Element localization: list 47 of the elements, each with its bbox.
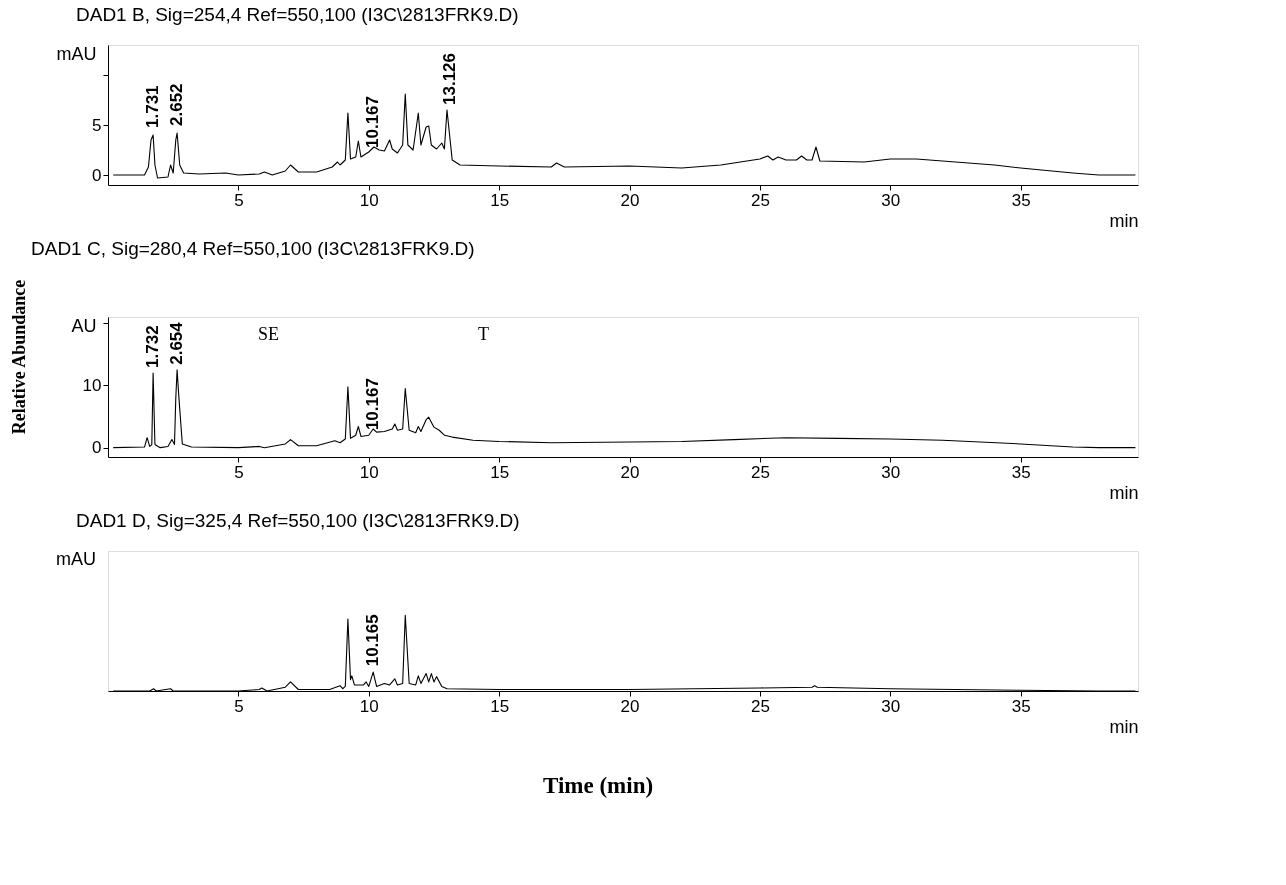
x-tick-label: 10 (359, 190, 379, 210)
x-tick-label: 25 (750, 462, 770, 482)
x-tick-label: 5 (234, 190, 244, 210)
text: Time (min) (543, 773, 654, 798)
x-axis-title: min (1109, 210, 1139, 231)
x-tick-label: 10 (359, 462, 379, 482)
annotation: 2.652 (167, 83, 187, 126)
annotation: 2.654 (167, 321, 187, 365)
x-tick-label: 30 (881, 696, 901, 716)
text: Relative Abundance (9, 279, 29, 435)
x-tick-label: 30 (881, 462, 901, 482)
y-axis-title: mAU (56, 43, 97, 64)
x-tick-label: 35 (1011, 462, 1031, 482)
x-tick-label: 5 (234, 696, 244, 716)
annotation: 1.732 (143, 325, 163, 368)
x-tick-label: 15 (490, 696, 510, 716)
x-tick-label: 5 (234, 462, 244, 482)
x-tick-label: 25 (750, 696, 770, 716)
annotation: SE (258, 324, 280, 344)
annotation: T (478, 324, 489, 344)
y-tick-label: 0 (92, 438, 102, 458)
x-tick-label: 30 (881, 190, 901, 210)
x-axis-title: min (1109, 716, 1139, 737)
x-tick-label: 10 (359, 696, 379, 716)
x-tick-label: 15 (490, 190, 510, 210)
x-tick-label: 15 (490, 462, 510, 482)
x-tick-label: 35 (1011, 696, 1031, 716)
chart-title: DAD1 C, Sig=280,4 Ref=550,100 (I3C\2813FRK9.D) (31, 238, 475, 260)
y-tick-label: 5 (92, 115, 102, 135)
x-tick-label: 20 (620, 696, 640, 716)
y-tick-label: 0 (92, 165, 102, 185)
annotation: 13.126 (440, 53, 460, 105)
x-tick-label: 20 (620, 462, 640, 482)
chart-title: DAD1 B, Sig=254,4 Ref=550,100 (I3C\2813FRK9.D) (76, 4, 519, 25)
y-axis-title: mAU (56, 549, 96, 569)
annotation: 10.167 (363, 96, 383, 148)
line-series (112, 369, 1136, 449)
annotation: 10.165 (363, 614, 383, 667)
x-tick-label: 35 (1011, 190, 1031, 210)
annotation: 1.731 (143, 85, 163, 128)
x-tick-label: 25 (750, 190, 770, 210)
x-axis-title: min (1109, 482, 1139, 503)
annotation: 10.167 (363, 378, 383, 431)
chart-title: DAD1 D, Sig=325,4 Ref=550,100 (I3C\2813FRK9.D) (76, 510, 520, 531)
y-axis-title: AU (71, 315, 97, 336)
y-tick-label: 10 (82, 375, 102, 395)
x-tick-label: 20 (620, 190, 640, 210)
